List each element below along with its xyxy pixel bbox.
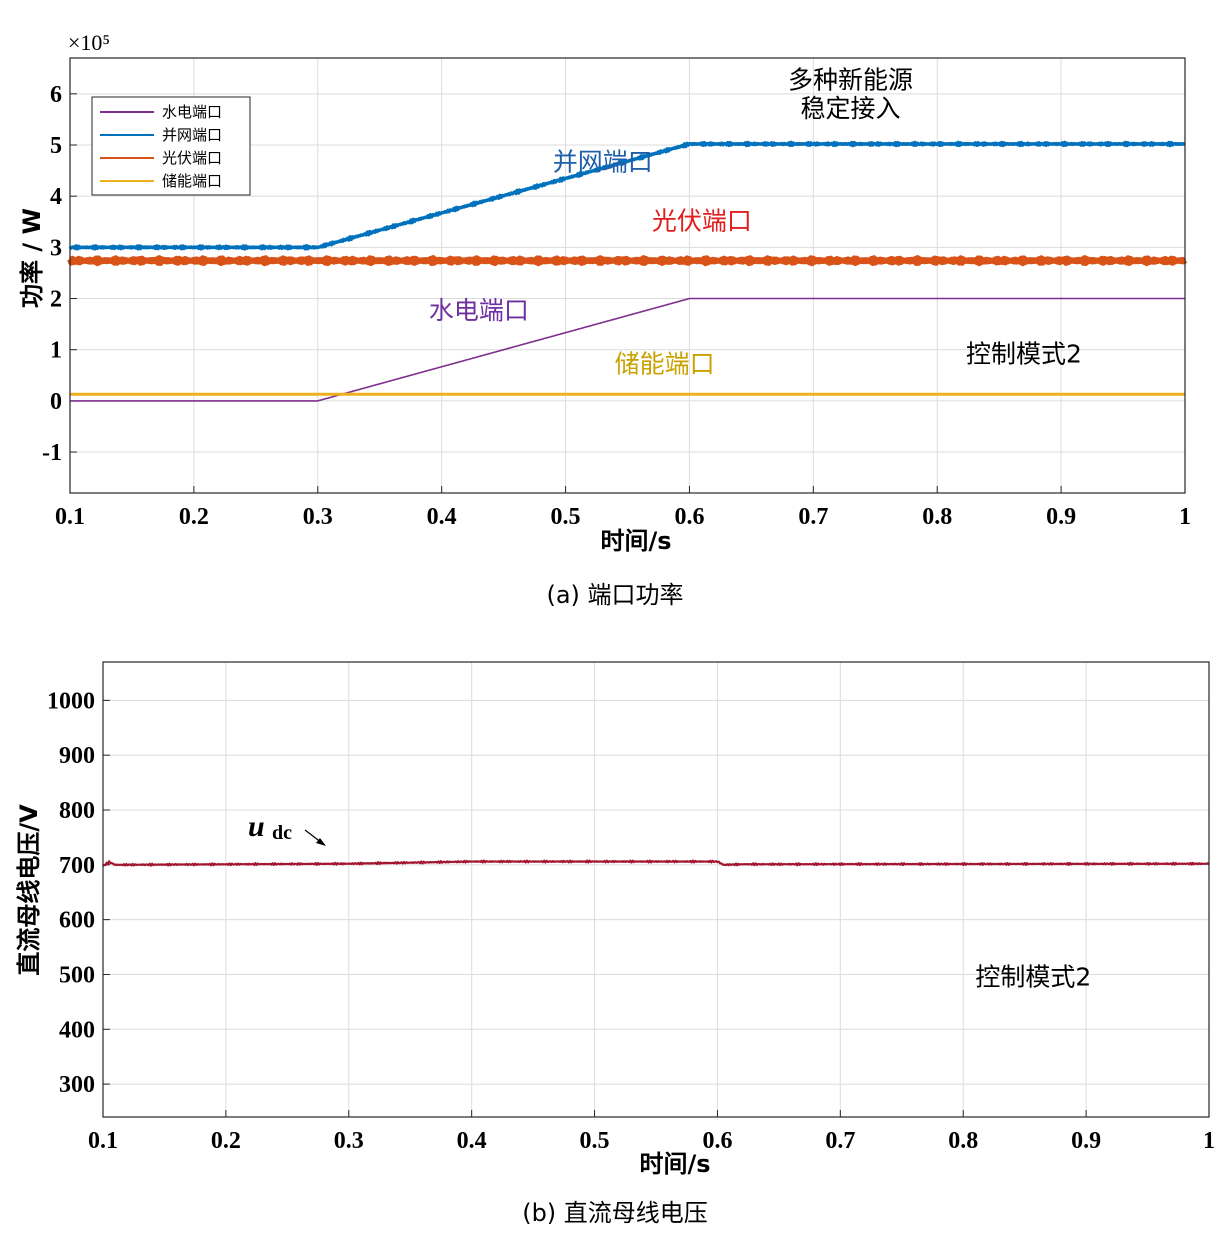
series-line-0 xyxy=(70,297,1185,402)
y-tick-label: 0 xyxy=(50,389,62,415)
plot-area-a xyxy=(70,58,1185,493)
x-tick-label: 0.3 xyxy=(334,1128,364,1154)
x-tick-label: 0.2 xyxy=(211,1128,241,1154)
chart-port-power: 0.1 0.2 0.3 0.4 0.5 0.6 0.7 0.8 0.9 1 -1 0 1 2 3 4 5 6 ×… xyxy=(18,30,1191,609)
y-tick-label: 1000 xyxy=(47,688,95,714)
y-tick-label: 500 xyxy=(59,962,95,988)
annotation-0: 多种新能源 xyxy=(788,66,913,95)
exponent-label: ×10⁵ xyxy=(68,30,110,55)
series-group-a xyxy=(67,140,1188,402)
legend-entry-storage: 储能端口 xyxy=(100,172,222,190)
y-tick-label: 900 xyxy=(59,743,95,769)
x-tick-label: 1 xyxy=(1179,504,1191,530)
x-tick-label: 0.4 xyxy=(457,1128,487,1154)
x-tick-label: 0.9 xyxy=(1071,1128,1101,1154)
annotation-0: 控制模式2 xyxy=(975,962,1091,991)
legend-a: 水电端口 并网端口 光伏端口 储能端口 xyxy=(91,96,251,196)
y-tick-label: 3 xyxy=(50,235,62,261)
annotation-3: 光伏端口 xyxy=(652,206,752,235)
y-tick-label: 600 xyxy=(59,908,95,934)
x-tick-label: 0.9 xyxy=(1046,504,1076,530)
series-line-1 xyxy=(68,140,1186,251)
legend-entry-pv: 光伏端口 xyxy=(100,149,222,167)
x-axis-title-b: 时间/s xyxy=(639,1150,710,1178)
x-tick-label: 1 xyxy=(1203,1128,1215,1154)
x-tick-label: 0.1 xyxy=(88,1128,118,1154)
annotations-b: 控制模式2 xyxy=(975,962,1091,991)
x-tick-label: 0.5 xyxy=(551,504,581,530)
series-label-udc: u dc xyxy=(248,810,326,846)
legend-label-hydro: 水电端口 xyxy=(162,103,222,121)
y-tick-label: 4 xyxy=(50,184,62,210)
annotation-6: 控制模式2 xyxy=(966,340,1082,369)
x-tick-labels-a: 0.1 0.2 0.3 0.4 0.5 0.6 0.7 0.8 0.9 1 xyxy=(55,504,1191,530)
series-line-2 xyxy=(67,255,1188,267)
plot-area-b xyxy=(103,662,1209,1117)
legend-box xyxy=(91,96,251,196)
caption-b: (b) 直流母线电压 xyxy=(522,1199,708,1227)
x-tick-label: 0.6 xyxy=(702,1128,732,1154)
legend-entry-grid: 并网端口 xyxy=(100,126,222,144)
annotation-1: 稳定接入 xyxy=(800,94,900,123)
y-tick-label: 6 xyxy=(50,82,62,108)
y-tick-label: 800 xyxy=(59,798,95,824)
series-group-b xyxy=(102,859,1210,867)
y-axis-title-a: 功率 / W xyxy=(18,208,46,308)
x-tick-label: 0.2 xyxy=(179,504,209,530)
x-tick-label: 0.8 xyxy=(948,1128,978,1154)
x-tick-label: 0.7 xyxy=(825,1128,855,1154)
udc-arrow-head xyxy=(316,838,326,846)
y-tick-label: 300 xyxy=(59,1072,95,1098)
series-line-0 xyxy=(102,859,1210,867)
y-tick-label: 400 xyxy=(59,1017,95,1043)
y-tick-labels-a: -1 0 1 2 3 4 5 6 xyxy=(42,82,62,466)
x-tick-label: 0.6 xyxy=(674,504,704,530)
y-tick-label: 2 xyxy=(50,287,62,313)
annotation-5: 储能端口 xyxy=(615,350,715,379)
y-tick-label: 5 xyxy=(50,133,62,159)
x-tick-label: 0.7 xyxy=(798,504,828,530)
x-tick-labels-b: 0.1 0.2 0.3 0.4 0.5 0.6 0.7 0.8 0.9 1 xyxy=(88,1128,1215,1154)
legend-label-pv: 光伏端口 xyxy=(162,149,222,167)
x-tick-label: 0.4 xyxy=(427,504,457,530)
udc-subscript: dc xyxy=(272,822,292,844)
x-tick-label: 0.5 xyxy=(580,1128,610,1154)
plot-frame-a xyxy=(69,57,1186,494)
x-tick-label: 0.3 xyxy=(303,504,333,530)
y-tick-label: -1 xyxy=(42,440,62,466)
y-axis-title-b: 直流母线电压/V xyxy=(15,804,43,976)
legend-entry-hydro: 水电端口 xyxy=(100,103,222,121)
legend-label-storage: 储能端口 xyxy=(162,172,222,190)
y-tick-label: 700 xyxy=(59,853,95,879)
annotation-4: 水电端口 xyxy=(429,296,529,325)
caption-a: (a) 端口功率 xyxy=(546,581,683,609)
chart-dc-bus-voltage: 0.1 0.2 0.3 0.4 0.5 0.6 0.7 0.8 0.9 1 300 400 500 60… xyxy=(15,661,1215,1227)
x-tick-label: 0.1 xyxy=(55,504,85,530)
udc-symbol: u xyxy=(248,810,265,843)
annotation-2: 并网端口 xyxy=(553,148,653,177)
y-tick-labels-b: 300 400 500 600 700 800 900 1000 xyxy=(47,688,95,1098)
y-tick-label: 1 xyxy=(50,338,62,364)
legend-label-grid: 并网端口 xyxy=(162,126,222,144)
plot-frame-b xyxy=(102,661,1210,1118)
x-tick-label: 0.8 xyxy=(922,504,952,530)
x-axis-title-a: 时间/s xyxy=(600,527,671,555)
